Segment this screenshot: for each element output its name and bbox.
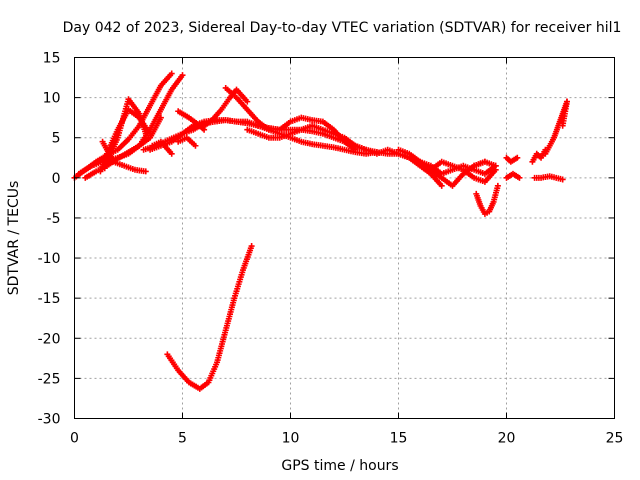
- series-arc-2: [75, 72, 186, 177]
- series-arc-5: [101, 96, 149, 172]
- data-point-marker: [142, 168, 149, 175]
- grid-lines: [74, 57, 615, 419]
- series-arc-18: [473, 182, 501, 217]
- plot-frame: [74, 57, 615, 419]
- y-tick-label: -30: [38, 412, 61, 428]
- data-point-marker: [492, 162, 499, 169]
- data-point-marker: [494, 182, 501, 189]
- y-tick-label: 15: [43, 51, 61, 67]
- series-arc-11: [175, 134, 199, 149]
- data-point-marker: [563, 98, 570, 105]
- data-point-marker: [248, 243, 255, 250]
- series-arc-20: [503, 154, 521, 165]
- x-tick-label: 15: [390, 431, 408, 447]
- data-point-marker: [559, 176, 566, 183]
- data-series: [71, 70, 570, 392]
- data-point-marker: [168, 150, 175, 157]
- series-arc-25: [559, 98, 570, 129]
- series-arc-26: [164, 243, 255, 392]
- chart-title: Day 042 of 2023, Sidereal Day-to-day VTE…: [63, 20, 622, 36]
- data-point-marker: [514, 154, 521, 161]
- y-tick-label: -20: [38, 331, 61, 347]
- x-tick-label: 0: [70, 431, 79, 447]
- y-tick-label: 10: [43, 91, 61, 107]
- series-arc-19: [471, 158, 499, 169]
- series-arc-12: [201, 86, 251, 129]
- data-point-marker: [438, 182, 445, 189]
- x-tick-label: 5: [178, 431, 187, 447]
- y-tick-label: 5: [52, 131, 61, 147]
- x-tick-label: 10: [282, 431, 300, 447]
- data-point-marker: [142, 130, 149, 137]
- data-point-marker: [168, 70, 175, 77]
- y-tick-label: 0: [52, 171, 61, 187]
- x-axis-label: GPS time / hours: [281, 458, 398, 474]
- data-point-marker: [157, 114, 164, 121]
- y-tick-label: -10: [38, 251, 61, 267]
- y-tick-label: -5: [47, 211, 61, 227]
- axis-ticks: 0 5 10 15 20 25 15 10 5 0 -5 -10 -15 -20 -25 -30: [38, 51, 624, 447]
- series-arc-23: [531, 173, 566, 183]
- y-tick-label: -25: [38, 371, 61, 387]
- data-point-marker: [192, 142, 199, 149]
- series-arc-9: [149, 138, 175, 157]
- data-point-marker: [179, 72, 186, 79]
- y-tick-label: -15: [38, 291, 61, 307]
- x-tick-label: 20: [498, 431, 516, 447]
- y-axis-label: SDTVAR / TECUs: [6, 181, 22, 296]
- series-arc-6: [99, 138, 149, 175]
- data-point-marker: [516, 174, 523, 181]
- data-point-marker: [244, 98, 251, 105]
- series-arc-21: [503, 170, 523, 181]
- series-arc-17: [427, 158, 499, 185]
- x-tick-label: 25: [606, 431, 624, 447]
